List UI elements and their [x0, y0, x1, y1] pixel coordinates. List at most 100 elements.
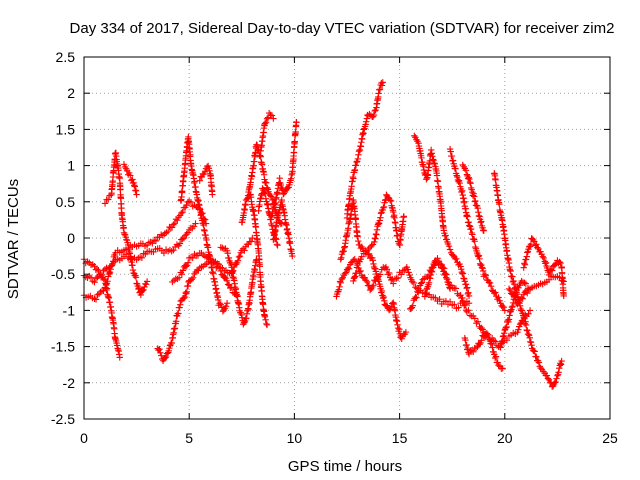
data-point [160, 249, 168, 257]
data-point [495, 294, 502, 301]
data-point [409, 278, 416, 285]
data-point [554, 372, 561, 379]
series-t27 [491, 170, 565, 390]
data-point [492, 353, 500, 360]
data-point [377, 214, 384, 221]
data-point [280, 190, 288, 197]
data-point [558, 357, 565, 365]
data-point [158, 352, 165, 359]
data-point [376, 86, 384, 93]
data-point [197, 206, 204, 213]
data-point [499, 333, 507, 340]
data-point [268, 193, 275, 200]
data-point [470, 193, 478, 200]
data-point [261, 313, 269, 321]
data-point [431, 160, 438, 167]
data-point [421, 293, 429, 300]
data-point [189, 254, 196, 262]
data-point [495, 361, 502, 369]
axis-ticks: -2.5 -2 -1.5 -1 -0.5 0 0.5 1 1.5 2 2.5 0 5 10 15 20 25 [51, 49, 618, 446]
data-point [224, 281, 232, 288]
data-point [176, 240, 184, 247]
data-point [106, 269, 114, 277]
data-point [371, 107, 378, 115]
data-point [350, 256, 357, 264]
data-point [552, 378, 559, 386]
data-point [196, 177, 203, 184]
data-point [268, 112, 276, 119]
data-point [455, 178, 462, 185]
data-point [478, 324, 485, 332]
data-point [430, 157, 437, 164]
data-point [133, 191, 140, 198]
data-point [515, 326, 522, 333]
data-point [262, 119, 270, 126]
data-point [428, 268, 436, 275]
data-point [485, 335, 493, 342]
data-point [117, 186, 124, 193]
data-point [540, 254, 547, 262]
data-point [363, 118, 370, 125]
data-point [458, 268, 466, 276]
data-point [103, 285, 111, 292]
data-point [94, 273, 101, 281]
data-point [503, 336, 511, 344]
series-t29 [505, 285, 534, 308]
data-point [263, 320, 270, 328]
y-tick-label: 1 [67, 158, 75, 174]
data-point [394, 274, 402, 282]
data-point [428, 150, 435, 157]
data-point [372, 277, 379, 285]
data-point [351, 273, 359, 280]
data-point [478, 264, 486, 271]
data-point [465, 292, 473, 300]
data-point [448, 152, 456, 160]
data-point [522, 318, 529, 325]
data-point [241, 319, 248, 326]
data-point [130, 182, 138, 189]
data-point [183, 202, 190, 209]
data-point [385, 306, 393, 314]
data-point [353, 158, 360, 166]
data-point [492, 176, 499, 184]
data-point [182, 263, 190, 270]
data-point [463, 341, 470, 349]
data-point [467, 225, 475, 233]
data-point [511, 293, 518, 300]
data-point [355, 151, 362, 159]
data-point [446, 284, 453, 291]
data-point [446, 285, 454, 292]
data-point [369, 113, 377, 120]
data-point [364, 251, 372, 258]
data-point [483, 330, 491, 337]
data-point [429, 156, 437, 163]
data-point [420, 163, 427, 170]
data-point [100, 267, 107, 274]
data-point [557, 361, 565, 368]
x-tick-label: 5 [185, 430, 193, 446]
data-point [190, 223, 198, 230]
data-point [161, 354, 169, 362]
data-point [466, 178, 474, 186]
data-point [243, 195, 251, 203]
data-point [539, 253, 546, 260]
data-point [381, 297, 388, 304]
data-point [432, 294, 439, 301]
data-point [363, 278, 371, 286]
data-point [179, 267, 187, 274]
data-point [472, 243, 479, 251]
data-point [552, 261, 559, 268]
series-t10 [217, 244, 260, 328]
data-point [259, 185, 267, 192]
data-point [370, 260, 377, 268]
data-point [505, 285, 513, 293]
data-point [553, 375, 560, 382]
data-point [396, 241, 404, 249]
data-point [453, 255, 460, 263]
data-point [452, 285, 460, 292]
data-point [377, 210, 385, 217]
data-point [507, 307, 515, 315]
data-point [445, 242, 453, 250]
data-point [471, 198, 478, 205]
data-point [289, 252, 296, 260]
